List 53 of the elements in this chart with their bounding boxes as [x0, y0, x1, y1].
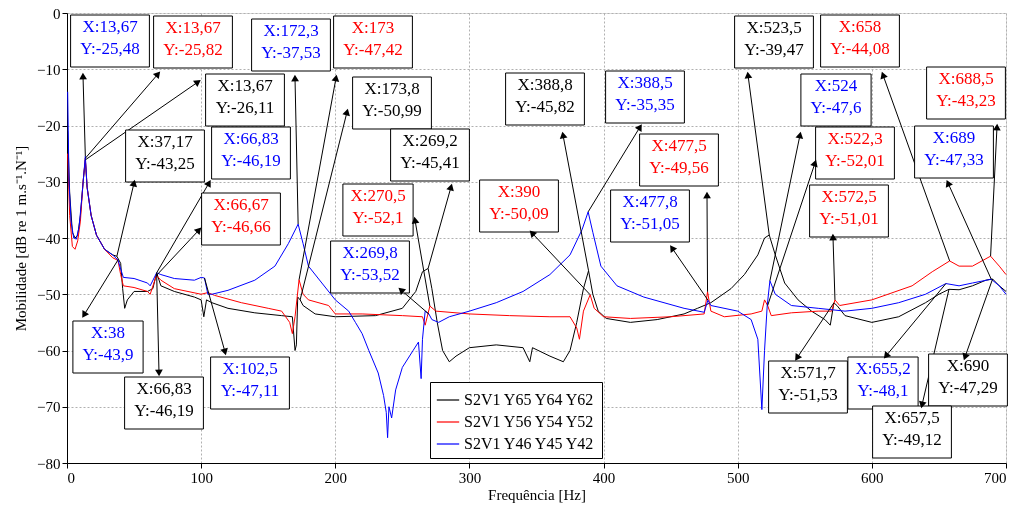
annotation: X:66,83 Y:-46,19	[134, 379, 194, 420]
annotation: X:269,8 Y:-53,52	[340, 243, 400, 284]
annotation: X:37,17 Y:-43,25	[135, 132, 195, 173]
annotation: X:388,8 Y:-45,82	[515, 75, 575, 116]
annotation: X:38 Y:-43,9	[82, 323, 134, 364]
x-tick-label: 600	[861, 469, 884, 486]
annotation: X:13,67 Y:-25,48	[80, 17, 140, 58]
x-tick-label: 400	[592, 469, 616, 486]
annotation: X:657,5 Y:-49,12	[882, 408, 942, 449]
annotation: X:390 Y:-50,09	[489, 182, 549, 223]
annotation: X:13,67 Y:-26,11	[215, 76, 275, 117]
x-tick-label: 500	[726, 469, 750, 486]
annotation: X:522,3 Y:-52,01	[825, 129, 885, 170]
annotation: X:270,5 Y:-52,1	[350, 186, 406, 227]
annotation: X:102,5 Y:-47,11	[220, 359, 280, 400]
x-tick-label: 300	[458, 469, 482, 486]
y-tick-label: −40	[37, 230, 61, 247]
annotation: X:688,5 Y:-43,23	[936, 69, 996, 110]
annotation: X:173 Y:-47,42	[343, 18, 403, 59]
annotation: X:66,83 Y:-46,19	[221, 129, 281, 170]
annotation: X:658 Y:-44,08	[830, 17, 890, 58]
annotation: X:477,8 Y:-51,05	[620, 192, 680, 233]
y-tick-label: −70	[37, 399, 61, 416]
y-tick-label: −60	[37, 343, 61, 359]
legend-label: S2V1 Y65 Y64 Y62	[464, 391, 594, 408]
y-axis-title: Mobilidade [dB re 1 m.s⁻¹.N⁻¹]	[13, 145, 30, 332]
annotation: X:66,67 Y:-46,66	[211, 195, 271, 236]
annotation: X:477,5 Y:-49,56	[649, 136, 709, 177]
annotation: X:689 Y:-47,33	[924, 128, 984, 169]
annotation: X:13,67 Y:-25,82	[163, 18, 223, 59]
y-tick-label: −20	[37, 118, 61, 134]
y-tick-label: −80	[37, 455, 61, 472]
annotation: X:172,3 Y:-37,53	[261, 21, 321, 62]
annotation: X:269,2 Y:-45,41	[400, 131, 460, 172]
annotation: X:571,7 Y:-51,53	[778, 363, 838, 404]
annotation: X:655,2 Y:-48,1	[855, 359, 911, 400]
annotation: X:523,5 Y:-39,47	[744, 18, 805, 59]
y-tick-label: 0	[53, 5, 61, 22]
x-tick-label: 100	[190, 469, 213, 486]
annotation: X:173,8 Y:-50,99	[362, 79, 422, 120]
annotation: X:524 Y:-47,6	[810, 76, 862, 117]
x-tick-label: 200	[324, 469, 348, 486]
x-tick-label: 700	[984, 469, 1007, 486]
x-tick-label: 0	[67, 469, 75, 486]
legend-label: S2V1 Y56 Y54 Y52	[464, 413, 594, 430]
y-tick-label: −50	[37, 286, 61, 303]
annotation: X:690 Y:-47,29	[938, 356, 998, 397]
x-axis-title: Frequência [Hz]	[488, 486, 586, 503]
y-tick-label: −30	[37, 174, 61, 191]
y-tick-label: −10	[37, 61, 61, 78]
legend-label: S2V1 Y46 Y45 Y42	[464, 435, 594, 452]
annotation: X:388,5 Y:-35,35	[615, 73, 675, 114]
annotation: X:572,5 Y:-51,01	[819, 187, 879, 228]
